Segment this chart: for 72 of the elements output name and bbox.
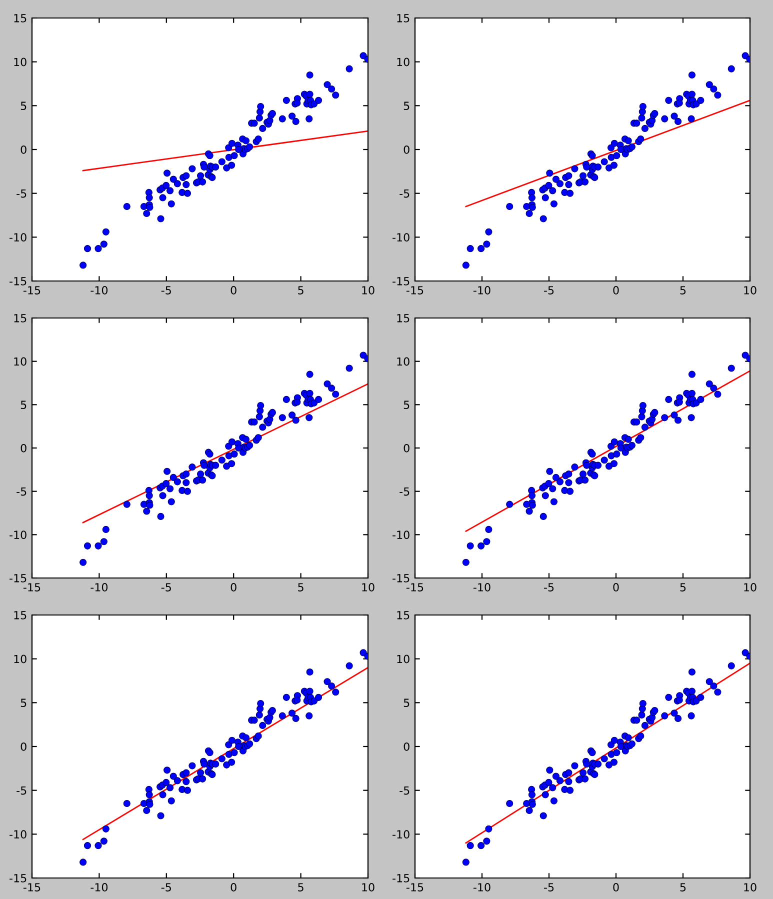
y-tick-label: 10: [397, 654, 410, 664]
y-tick-label: 5: [404, 698, 410, 708]
x-tick-label: -10: [90, 286, 108, 294]
y-tick-label: 15: [397, 14, 410, 22]
y-tick-label: -15: [10, 277, 26, 286]
y-tick-label: 15: [397, 314, 410, 322]
y-tick-label: 0: [404, 742, 410, 751]
y-tick-label: 15: [397, 611, 410, 620]
y-tick-label: 0: [20, 145, 26, 154]
y-tick-label: 0: [404, 444, 410, 452]
x-tick-label: -5: [544, 583, 554, 592]
y-tick-label: -10: [392, 830, 410, 839]
y-tick-label: -5: [400, 487, 410, 496]
x-tick-label: 5: [298, 583, 304, 592]
x-tick-label: 5: [298, 883, 304, 892]
y-tick-label: 5: [20, 400, 26, 410]
x-tick-label: -5: [544, 883, 554, 892]
y-tick-label: 10: [14, 357, 26, 366]
x-tick-label: 0: [230, 883, 236, 892]
x-tick-label: 0: [613, 286, 619, 294]
x-tick-label: -10: [90, 583, 108, 592]
x-tick-label: 10: [744, 583, 756, 592]
y-tick-label: 10: [397, 357, 410, 366]
x-tick-label: 5: [680, 883, 686, 892]
x-tick-label: -10: [90, 883, 108, 892]
x-tick-label: 0: [613, 583, 619, 592]
x-tick-label: 5: [298, 286, 304, 294]
y-tick-label: 10: [397, 58, 410, 66]
x-tick-label: -5: [544, 286, 554, 294]
x-tick-label: 5: [680, 583, 686, 592]
x-tick-label: -10: [473, 286, 490, 294]
x-tick-label: 0: [230, 286, 236, 294]
y-tick-label: 15: [14, 611, 26, 620]
x-tick-label: -10: [473, 583, 490, 592]
y-tick-label: -5: [16, 189, 26, 198]
x-tick-label: -5: [161, 883, 171, 892]
x-tick-label: -10: [473, 883, 490, 892]
y-tick-label: -5: [16, 487, 26, 496]
y-tick-label: 0: [20, 444, 26, 452]
x-tick-label: 0: [230, 583, 236, 592]
y-tick-label: -10: [10, 530, 26, 540]
y-tick-label: -15: [392, 277, 410, 286]
y-tick-label: 5: [20, 102, 26, 110]
y-tick-label: -10: [10, 233, 26, 242]
y-tick-label: 0: [20, 742, 26, 751]
y-tick-label: -15: [392, 574, 410, 582]
y-tick-label: 10: [14, 58, 26, 66]
y-tick-label: -15: [10, 574, 26, 582]
y-tick-label: 5: [20, 698, 26, 708]
x-tick-label: -5: [161, 583, 171, 592]
y-tick-label: -10: [392, 233, 410, 242]
x-tick-label: 10: [744, 883, 756, 892]
y-tick-label: -15: [10, 874, 26, 882]
y-tick-label: 5: [404, 400, 410, 410]
y-tick-label: 15: [14, 314, 26, 322]
x-tick-label: 5: [680, 286, 686, 294]
y-tick-label: -5: [16, 786, 26, 795]
y-tick-label: -10: [10, 830, 26, 839]
y-tick-label: -15: [392, 874, 410, 882]
y-tick-label: 0: [404, 145, 410, 154]
y-tick-label: -5: [400, 786, 410, 795]
y-tick-label: -10: [392, 530, 410, 540]
x-tick-label: 0: [613, 883, 619, 892]
x-tick-label: 10: [362, 583, 374, 592]
x-tick-label: 10: [744, 286, 756, 294]
x-tick-label: 10: [362, 883, 374, 892]
y-tick-label: 10: [14, 654, 26, 664]
y-tick-label: -5: [400, 189, 410, 198]
x-tick-label: -5: [161, 286, 171, 294]
y-tick-label: 5: [404, 102, 410, 110]
y-tick-label: 15: [14, 14, 26, 22]
x-tick-label: 10: [362, 286, 374, 294]
